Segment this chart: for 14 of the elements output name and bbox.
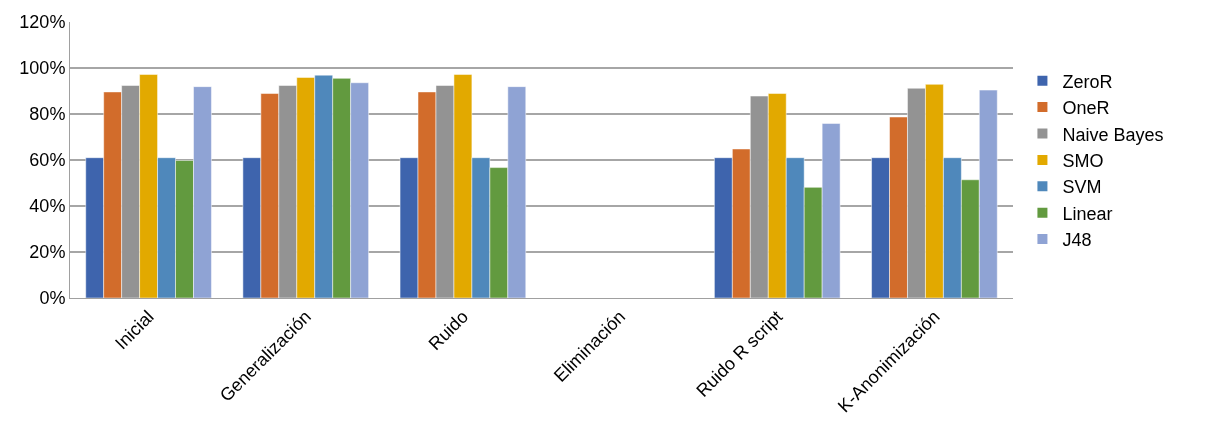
y-tick-label: 80%	[29, 104, 66, 125]
legend-label: SMO	[1062, 150, 1104, 171]
y-tick-label: 20%	[29, 242, 66, 263]
y-tick-label: 100%	[19, 58, 66, 79]
y-tick-label: 60%	[29, 150, 66, 171]
legend-label: Naive Bayes	[1062, 124, 1164, 145]
legend-label: ZeroR	[1062, 71, 1113, 92]
y-tick-label: 40%	[29, 196, 66, 217]
y-tick-label: 120%	[19, 12, 66, 33]
legend-label: SVM	[1062, 177, 1102, 198]
y-tick-label: 0%	[39, 288, 66, 309]
legend-label: Linear	[1062, 203, 1113, 224]
legend-label: J48	[1062, 230, 1092, 251]
legend-label: OneR	[1062, 98, 1110, 119]
